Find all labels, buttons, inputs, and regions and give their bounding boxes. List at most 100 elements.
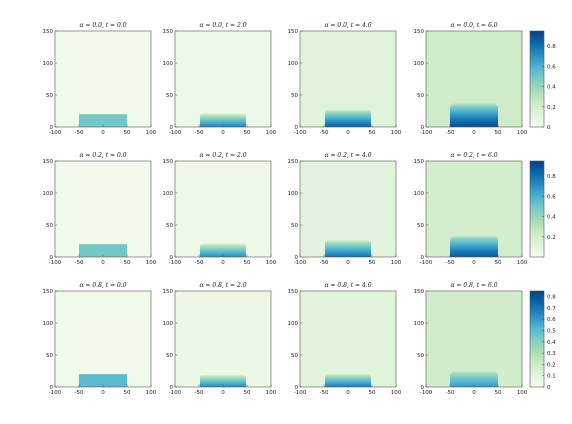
concentration-plume [324, 109, 372, 127]
x-tick-label: -50 [320, 130, 329, 136]
panel-title: α = 0.2, t = 4.0 [324, 152, 371, 159]
x-tick-label: -50 [320, 260, 329, 266]
panel-title: α = 0.2, t = 0.0 [79, 152, 126, 159]
x-tick-label: 50 [244, 130, 251, 136]
x-tick-label: -100 [169, 390, 182, 396]
y-tick-label: 100 [163, 321, 174, 327]
x-tick-label: 0 [346, 390, 350, 396]
y-tick-label: 0 [421, 255, 425, 261]
y-tick-label: 150 [43, 159, 54, 165]
panel-alpha-0.8-t-6: α = 0.8, t = 6.0 -100 -50 0 50 100 0 50 100 150 [414, 282, 528, 396]
y-tick-label: 100 [43, 61, 54, 67]
y-tick-label: 0 [295, 385, 299, 391]
heatmap-background [55, 31, 151, 127]
x-tick-label: -50 [446, 390, 455, 396]
y-tick-label: 150 [414, 289, 425, 295]
x-tick-label: -100 [49, 390, 62, 396]
x-tick-label: 50 [244, 390, 251, 396]
y-tick-label: 150 [43, 29, 54, 35]
heatmap-background [175, 31, 271, 127]
colorbar-alpha-0.0: 0.8 0.6 0.4 0.2 0 [529, 30, 556, 131]
x-tick-label: 100 [266, 260, 277, 266]
x-tick-label: 0 [101, 390, 105, 396]
x-tick-label: 50 [244, 260, 251, 266]
colorbar-tick-label: 0.2 [547, 235, 556, 241]
x-tick-label: -100 [49, 130, 62, 136]
y-tick-label: 150 [43, 289, 54, 295]
y-tick-label: 0 [170, 255, 174, 261]
x-tick-label: 0 [101, 260, 105, 266]
y-tick-label: 150 [163, 29, 174, 35]
x-tick-label: -50 [75, 260, 84, 266]
panel-alpha-0.8-t-2: α = 0.8, t = 2.0 -100 -50 0 50 100 0 50 100 150 [163, 282, 277, 396]
y-tick-label: 50 [417, 353, 424, 359]
x-tick-label: -50 [195, 260, 204, 266]
x-tick-label: 50 [495, 130, 502, 136]
panel-title: α = 0.8, t = 2.0 [199, 282, 246, 289]
y-tick-label: 100 [43, 321, 54, 327]
concentration-plume [324, 239, 372, 257]
x-tick-label: 50 [495, 390, 502, 396]
y-tick-label: 100 [414, 191, 425, 197]
y-tick-label: 100 [414, 61, 425, 67]
y-tick-label: 0 [295, 125, 299, 131]
y-tick-label: 150 [288, 29, 299, 35]
colorbar-tick-label: 0.5 [547, 329, 556, 335]
x-tick-label: -100 [294, 130, 307, 136]
initial-block [79, 244, 127, 257]
x-tick-label: -100 [420, 130, 433, 136]
panel-title: α = 0.0, t = 4.0 [324, 22, 371, 29]
colorbar-frame [529, 30, 545, 128]
y-tick-label: 100 [288, 61, 299, 67]
colorbar-tick-label: 0.6 [547, 317, 556, 323]
x-tick-label: -100 [169, 130, 182, 136]
colorbar-tick-label: 0 [547, 385, 551, 391]
y-tick-label: 50 [46, 93, 53, 99]
heatmap-background [175, 291, 271, 387]
x-tick-label: 100 [517, 390, 528, 396]
colorbar-tick-label: 0.8 [547, 44, 556, 50]
x-tick-label: 100 [517, 260, 528, 266]
x-tick-label: 100 [146, 260, 157, 266]
colorbar-tick-label: 0.3 [547, 351, 556, 357]
y-tick-label: 100 [414, 321, 425, 327]
x-tick-label: 50 [495, 260, 502, 266]
colorbar-tick-label: 0.8 [547, 174, 556, 180]
x-tick-label: -50 [75, 130, 84, 136]
x-tick-label: 100 [266, 390, 277, 396]
panel-alpha-0.2-t-6: α = 0.2, t = 6.0 -100 -50 0 50 100 0 50 100 150 [414, 152, 528, 266]
panel-title: α = 0.0, t = 6.0 [450, 22, 497, 29]
y-tick-label: 100 [43, 191, 54, 197]
y-tick-label: 50 [417, 223, 424, 229]
colorbar-tick-label: 0.4 [547, 215, 556, 221]
x-tick-label: 100 [391, 130, 402, 136]
x-tick-label: 100 [391, 390, 402, 396]
panel-alpha-0.2-t-4: α = 0.2, t = 4.0 -100 -50 0 50 100 0 50 100 150 [288, 152, 402, 266]
x-tick-label: -100 [169, 260, 182, 266]
y-tick-label: 0 [50, 385, 54, 391]
x-tick-label: -100 [420, 390, 433, 396]
y-tick-label: 150 [288, 159, 299, 165]
x-tick-label: 0 [101, 130, 105, 136]
y-tick-label: 150 [414, 159, 425, 165]
x-tick-label: 0 [221, 130, 225, 136]
x-tick-label: 0 [221, 390, 225, 396]
colorbar-alpha-0.2: 0.8 0.6 0.4 0.2 [529, 160, 556, 258]
y-tick-label: 0 [421, 385, 425, 391]
y-tick-label: 0 [421, 125, 425, 131]
x-tick-label: 0 [472, 390, 476, 396]
panel-alpha-0.0-t-2: α = 0.0, t = 2.0 -100 -50 0 50 100 0 50 100 150 [163, 22, 277, 136]
y-tick-label: 0 [170, 125, 174, 131]
x-tick-label: 0 [472, 260, 476, 266]
heatmap-background [55, 161, 151, 257]
colorbar-tick-label: 0.2 [547, 105, 556, 111]
x-tick-label: 0 [346, 130, 350, 136]
x-tick-label: -100 [294, 390, 307, 396]
y-tick-label: 50 [291, 223, 298, 229]
y-tick-label: 100 [288, 321, 299, 327]
colorbar-tick-label: 0 [547, 125, 551, 131]
y-tick-label: 50 [291, 353, 298, 359]
x-tick-label: -100 [294, 260, 307, 266]
x-tick-label: 100 [391, 260, 402, 266]
x-tick-label: 50 [124, 130, 131, 136]
